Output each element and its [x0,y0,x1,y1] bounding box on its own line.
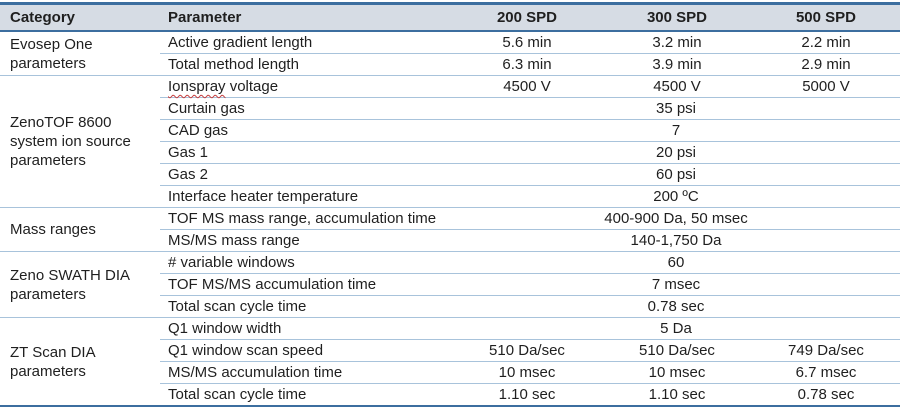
col-header-300spd: 300 SPD [602,3,752,32]
parameter-cell: Q1 window scan speed [160,339,452,362]
parameter-cell: TOF MS mass range, accumulation time [160,207,452,230]
span-value-cell: 60 [452,251,900,274]
misspelled-word: Ionspray [168,78,226,95]
table-row: Total scan cycle time 0.78 sec [0,295,900,318]
table-row: ZenoTOF 8600 system ion source parameter… [0,75,900,208]
table-row: Curtain gas 35 psi [0,97,900,120]
value-cell: 2.9 min [752,53,900,76]
value-cell: 4500 V [602,75,752,98]
value-cell: 510 Da/sec [602,339,752,362]
value-cell: 10 msec [452,361,602,384]
method-parameters-table: Category Parameter 200 SPD 300 SPD 500 S… [0,2,900,407]
span-value-cell: 7 msec [452,273,900,296]
table-row: Evosep One parameters Active gradient le… [0,30,900,76]
table-row: Total scan cycle time 1.10 sec 1.10 sec … [0,383,900,406]
category-cell-zt-scan-dia: ZT Scan DIA parameters [0,317,160,406]
parameter-cell: Ionspray voltage [160,75,452,98]
parameter-text: voltage [225,78,279,95]
span-value-cell: 7 [452,119,900,142]
span-value-cell: 200 ºC [452,185,900,208]
value-cell: 5.6 min [452,30,602,54]
table-row: Total method length 6.3 min 3.9 min 2.9 … [0,53,900,76]
value-cell: 749 Da/sec [752,339,900,362]
col-header-parameter: Parameter [160,3,452,32]
parameter-cell: Curtain gas [160,97,452,120]
category-cell-zeno-swath-dia: Zeno SWATH DIA parameters [0,251,160,318]
parameter-cell: TOF MS/MS accumulation time [160,273,452,296]
value-cell: 1.10 sec [602,383,752,406]
span-value-cell: 0.78 sec [452,295,900,318]
span-value-cell: 35 psi [452,97,900,120]
parameter-cell: Total scan cycle time [160,295,452,318]
value-cell: 1.10 sec [452,383,602,406]
value-cell: 6.3 min [452,53,602,76]
parameter-cell: # variable windows [160,251,452,274]
parameter-cell: Gas 2 [160,163,452,186]
col-header-200spd: 200 SPD [452,3,602,32]
span-value-cell: 140-1,750 Da [452,229,900,252]
span-value-cell: 400-900 Da, 50 msec [452,207,900,230]
span-value-cell: 20 psi [452,141,900,164]
table-row: TOF MS/MS accumulation time 7 msec [0,273,900,296]
col-header-category: Category [0,3,160,32]
parameter-cell: Q1 window width [160,317,452,340]
value-cell: 5000 V [752,75,900,98]
col-header-500spd: 500 SPD [752,3,900,32]
category-cell-mass-ranges: Mass ranges [0,207,160,252]
table-row: MS/MS accumulation time 10 msec 10 msec … [0,361,900,384]
parameter-cell: Interface heater temperature [160,185,452,208]
parameter-cell: Total scan cycle time [160,383,452,406]
parameter-cell: CAD gas [160,119,452,142]
table-row: Interface heater temperature 200 ºC [0,185,900,208]
table-row: Zeno SWATH DIA parameters # variable win… [0,251,900,318]
value-cell: 10 msec [602,361,752,384]
parameter-cell: Gas 1 [160,141,452,164]
parameter-cell: Active gradient length [160,30,452,54]
header-row: Category Parameter 200 SPD 300 SPD 500 S… [0,3,900,32]
value-cell: 2.2 min [752,30,900,54]
value-cell: 6.7 msec [752,361,900,384]
parameter-cell: MS/MS mass range [160,229,452,252]
value-cell: 4500 V [452,75,602,98]
table-row: Gas 2 60 psi [0,163,900,186]
value-cell: 510 Da/sec [452,339,602,362]
parameter-cell: Total method length [160,53,452,76]
parameter-cell: MS/MS accumulation time [160,361,452,384]
span-value-cell: 5 Da [452,317,900,340]
span-value-cell: 60 psi [452,163,900,186]
table-row: Q1 window scan speed 510 Da/sec 510 Da/s… [0,339,900,362]
category-cell-evosep-one: Evosep One parameters [0,30,160,76]
table-row: ZT Scan DIA parameters Q1 window width 5… [0,317,900,406]
category-cell-zenotof-8600: ZenoTOF 8600 system ion source parameter… [0,75,160,208]
value-cell: 3.2 min [602,30,752,54]
table-row: CAD gas 7 [0,119,900,142]
value-cell: 3.9 min [602,53,752,76]
table-row: Mass ranges TOF MS mass range, accumulat… [0,207,900,252]
value-cell: 0.78 sec [752,383,900,406]
table-row: MS/MS mass range 140-1,750 Da [0,229,900,252]
table-row: Gas 1 20 psi [0,141,900,164]
